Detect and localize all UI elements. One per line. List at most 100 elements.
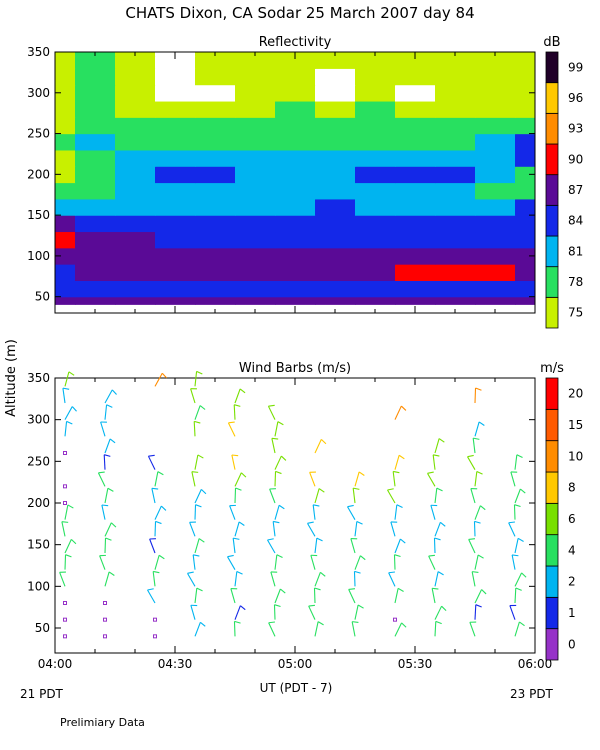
wind-barb-feather (316, 537, 323, 542)
reflectivity-cell (275, 166, 316, 184)
wind-barb-feather (67, 504, 74, 509)
reflectivity-cell (475, 100, 516, 118)
reflectivity-y-tick-label: 100 (27, 249, 50, 263)
reflectivity-cell (515, 280, 535, 298)
wind-barb-feather (393, 470, 400, 474)
wind-barb-staff (100, 421, 106, 437)
reflectivity-cell (515, 68, 535, 86)
reflectivity-cell (155, 296, 196, 305)
reflectivity-cell (75, 231, 116, 249)
wind-y-tick-label: 200 (27, 496, 50, 510)
reflectivity-cell (235, 231, 276, 249)
wind-barb-staff (434, 522, 441, 537)
wind-colorbar: 0 1 2 4 6 8 10 15 20 (545, 377, 583, 661)
wind-barb-staff (470, 488, 476, 504)
reflectivity-cell (475, 198, 516, 216)
reflectivity-cell (395, 117, 436, 135)
wind-barb-staff (308, 605, 316, 620)
wind-colorbar-label: 4 (568, 543, 576, 557)
reflectivity-colorbar-swatch (545, 112, 559, 145)
reflectivity-cell (475, 182, 516, 200)
wind-barb-staff (271, 438, 276, 454)
reflectivity-cell (435, 68, 476, 86)
reflectivity-cell (355, 264, 396, 281)
wind-barb-staff (272, 521, 276, 537)
wind-barb-staff (154, 555, 160, 570)
reflectivity-cell (355, 117, 396, 135)
reflectivity-cell (75, 280, 116, 298)
wind-barb-staff (274, 588, 281, 604)
wind-barb-feather (198, 538, 205, 543)
reflectivity-cell (475, 84, 516, 102)
y-axis-label: Altitude (m) (4, 339, 19, 417)
wind-barb-feather (147, 588, 154, 591)
wind-barb-staff (474, 604, 477, 620)
reflectivity-cell (355, 296, 396, 305)
reflectivity-cell (75, 133, 116, 151)
wind-colorbar-label: 8 (568, 481, 576, 495)
reflectivity-y-tick-label: 350 (27, 45, 50, 59)
wind-barb-staff (194, 504, 197, 520)
reflectivity-cell (195, 68, 236, 86)
reflectivity-cell (155, 149, 196, 167)
wind-barb-feather (197, 454, 204, 459)
wind-barb-staff (190, 605, 196, 620)
reflectivity-cell (155, 264, 196, 281)
wind-barb-staff (510, 471, 516, 487)
wind-barb-staff (194, 489, 202, 504)
reflectivity-cell (55, 264, 76, 281)
wind-barb-staff (64, 539, 72, 554)
reflectivity-cell (115, 215, 156, 233)
reflectivity-cell (355, 84, 396, 102)
wind-barb-staff (514, 488, 521, 504)
wind-barb-feather (234, 404, 241, 407)
reflectivity-cell (155, 84, 196, 102)
wind-barbs-plot: 50 100 150 200 250 300 350 04:00 04:30 05:00 05:30… (27, 370, 552, 671)
reflectivity-cell (475, 133, 516, 151)
wind-colorbar-swatch (545, 534, 559, 567)
wind-barb-staff (194, 454, 199, 470)
wind-barb-staff (274, 421, 279, 437)
reflectivity-cell (475, 247, 516, 265)
wind-barb-staff (434, 488, 438, 504)
reflectivity-cell (355, 149, 396, 167)
wind-barb-feather (191, 471, 199, 473)
reflectivity-cell (235, 280, 276, 298)
wind-barb-feather (196, 370, 203, 375)
reflectivity-cell (55, 166, 76, 184)
reflectivity-cell (195, 84, 236, 102)
reflectivity-y-tick-label: 50 (35, 290, 50, 304)
wind-barb-staff (314, 538, 318, 554)
wind-barb-staff (432, 454, 436, 470)
wind-barb-staff (394, 504, 398, 520)
wind-barb-feather (474, 520, 481, 524)
wind-barb-feather (268, 621, 276, 624)
wind-barb-staff (514, 587, 517, 604)
reflectivity-cell (55, 182, 76, 200)
wind-barb-feather (348, 588, 356, 590)
wind-barb-staff (273, 604, 276, 620)
wind-barb-feather (236, 570, 243, 575)
wind-barb-staff (193, 421, 196, 437)
wind-barb-staff (194, 371, 198, 387)
wind-colorbar-swatch (545, 377, 559, 410)
reflectivity-colorbar-swatch (545, 296, 559, 329)
wind-barb-staff (267, 539, 276, 554)
wind-barb-staff (474, 589, 483, 604)
wind-barb-feather (314, 587, 321, 591)
wind-barb-staff (274, 471, 277, 487)
wind-barb-feather (519, 621, 525, 627)
reflectivity-cell (275, 100, 316, 118)
reflectivity-cell (75, 84, 116, 102)
reflectivity-cell (115, 149, 156, 167)
wind-barb-staff (231, 454, 236, 470)
wind-barb-staff (309, 472, 316, 487)
wind-x-tick-label: 04:00 (38, 657, 73, 671)
wind-barb-staff (227, 556, 236, 570)
reflectivity-cell (275, 264, 316, 281)
wind-barb-staff (350, 538, 356, 554)
reflectivity-cell (235, 264, 276, 281)
wind-colorbar-label: 15 (568, 418, 583, 432)
reflectivity-colorbar-label: 90 (568, 152, 583, 166)
reflectivity-cell (55, 296, 76, 305)
